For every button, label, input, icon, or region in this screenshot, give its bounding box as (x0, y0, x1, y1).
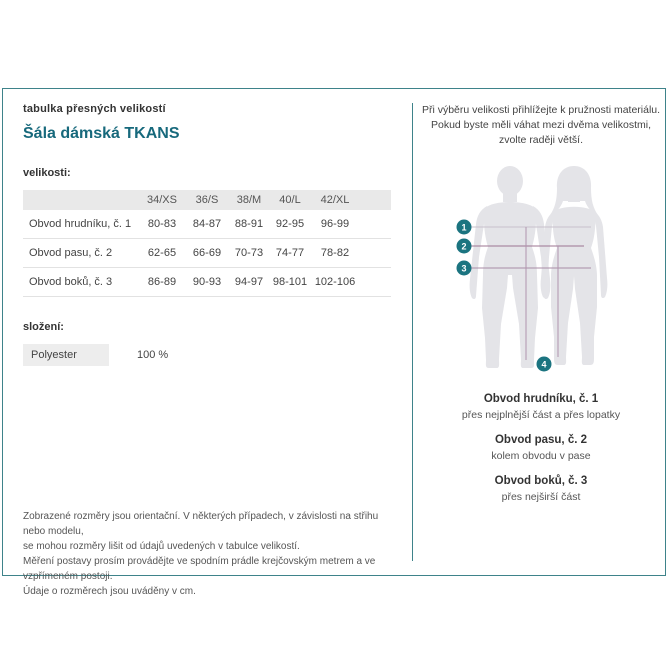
size-chart-panel: tabulka přesných velikostí Šála dámská T… (2, 88, 668, 597)
cell-value: 80-83 (147, 218, 177, 230)
female-silhouette (540, 166, 608, 365)
note-line: Údaje o rozměrech jsou uváděny v cm. (23, 586, 196, 597)
composition-row: Polyester 100 % (23, 344, 398, 366)
measurement-title: Obvod hrudníku, č. 1 (483, 393, 599, 405)
cell-value: 62-65 (147, 247, 177, 259)
disclaimer-notes: Zobrazené rozměry jsou orientační. V něk… (23, 509, 403, 599)
measurement-description: kolem obvodu v pase (491, 450, 591, 462)
cell-filler (360, 268, 391, 297)
measurement-lines (471, 226, 591, 360)
body-measurement-diagram: 1 2 3 4 (456, 166, 608, 372)
cell-value: 90-93 (192, 276, 222, 288)
composition-section-label: složení: (23, 321, 64, 333)
marker-2-badge (456, 238, 472, 254)
size-column-header: 36/S (195, 194, 219, 206)
right-column: Při výběru velikosti přihlížejte k pružn… (414, 103, 668, 503)
row-label: Obvod hrudníku, č. 1 (29, 218, 132, 230)
cell-value: 88-91 (234, 218, 264, 230)
table-eyebrow-label: tabulka přesných velikostí (23, 103, 166, 115)
size-column-header: 42/XL (320, 194, 350, 206)
table-row-hips: Obvod boků, č. 3 86-89 90-93 94-97 98-10… (23, 268, 391, 297)
size-column-header: 34/XS (147, 194, 177, 206)
page-title: Šála dámská TKANS (23, 125, 180, 142)
cell-filler (360, 210, 391, 239)
measurement-title: Obvod boků, č. 3 (494, 475, 588, 487)
size-table-header-row: 34/XS 36/S 38/M 40/L 42/XL (23, 190, 391, 210)
measurement-group-chest: Obvod hrudníku, č. 1 přes nejplnější čás… (414, 393, 668, 421)
cell-value: 96-99 (320, 218, 350, 230)
size-table-corner-cell (23, 190, 138, 210)
cell-value: 92-95 (275, 218, 305, 230)
measurement-legend: Obvod hrudníku, č. 1 přes nejplnější čás… (414, 393, 668, 503)
marker-1-number: 1 (461, 223, 466, 233)
row-label: Obvod pasu, č. 2 (29, 247, 113, 259)
cell-value: 102-106 (314, 276, 356, 288)
measurement-markers: 1 2 3 4 (456, 219, 552, 372)
cell-value: 94-97 (234, 276, 264, 288)
size-column-header: 40/L (279, 194, 301, 206)
note-line: Měření postavy prosím provádějte ve spod… (23, 556, 376, 582)
male-silhouette (469, 166, 551, 368)
cell-value: 66-69 (192, 247, 222, 259)
cell-filler (360, 239, 391, 268)
size-advice-text: Při výběru velikosti přihlížejte k pružn… (414, 103, 668, 148)
advice-line: zvolte raději větší. (498, 134, 584, 146)
advice-line: Pokud byste měli váhat mezi dvěma veliko… (430, 119, 651, 131)
size-table: 34/XS 36/S 38/M 40/L 42/XL Obvod hrudník… (23, 190, 391, 297)
sizes-section-label: velikosti: (23, 167, 71, 179)
cell-value: 70-73 (234, 247, 264, 259)
vertical-divider (412, 103, 413, 561)
cell-value: 78-82 (320, 247, 350, 259)
marker-2-number: 2 (461, 242, 466, 252)
left-column: tabulka přesných velikostí Šála dámská T… (23, 103, 398, 366)
size-table-filler-cell (360, 190, 391, 210)
note-line: se mohou rozměry lišit od údajů uvedenýc… (23, 541, 300, 552)
size-column-header: 38/M (236, 194, 262, 206)
table-row-chest: Obvod hrudníku, č. 1 80-83 84-87 88-91 9… (23, 210, 391, 239)
marker-3-badge (456, 260, 472, 276)
marker-4-number: 4 (541, 360, 546, 370)
cell-value: 98-101 (272, 276, 308, 288)
table-row-waist: Obvod pasu, č. 2 62-65 66-69 70-73 74-77… (23, 239, 391, 268)
row-label: Obvod boků, č. 3 (29, 276, 113, 288)
cell-value: 86-89 (147, 276, 177, 288)
measurement-title: Obvod pasu, č. 2 (494, 434, 588, 446)
material-chip: Polyester (23, 344, 109, 366)
cell-value: 84-87 (192, 218, 222, 230)
material-percentage: 100 % (137, 349, 169, 361)
measurement-group-hips: Obvod boků, č. 3 přes nejširší část (414, 475, 668, 503)
measurement-group-waist: Obvod pasu, č. 2 kolem obvodu v pase (414, 434, 668, 462)
measurement-description: přes nejplnější část a přes lopatky (461, 409, 621, 421)
marker-4-badge (536, 356, 552, 372)
note-line: Zobrazené rozměry jsou orientační. V něk… (23, 511, 379, 537)
measurement-description: přes nejširší část (501, 491, 581, 503)
cell-value: 74-77 (275, 247, 305, 259)
marker-1-badge (456, 219, 472, 235)
advice-line: Při výběru velikosti přihlížejte k pružn… (421, 104, 661, 116)
marker-3-number: 3 (461, 264, 466, 274)
